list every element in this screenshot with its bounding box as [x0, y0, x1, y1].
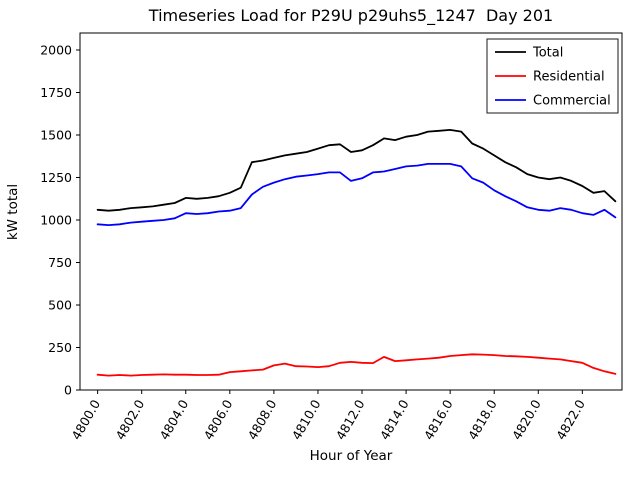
x-tick-label: 4802.0: [112, 397, 147, 442]
x-tick-label: 4816.0: [421, 397, 456, 442]
legend-label-residential: Residential: [533, 70, 605, 85]
x-tick-label: 4800.0: [68, 397, 103, 442]
legend-label-commercial: Commercial: [533, 94, 611, 109]
y-tick-label: 1750: [40, 85, 72, 100]
series-line-commercial: [96, 162, 617, 227]
chart-title: Timeseries Load for P29U p29uhs5_1247 Da…: [148, 6, 553, 26]
y-tick-label: 2000: [40, 43, 72, 58]
x-axis-label: Hour of Year: [310, 448, 393, 464]
x-tick-label: 4822.0: [553, 397, 588, 442]
y-tick-label: 500: [48, 298, 72, 313]
x-tick-label: 4814.0: [377, 397, 412, 442]
y-tick-label: 250: [48, 340, 72, 355]
x-tick-label: 4818.0: [465, 397, 500, 442]
x-tick-label: 4808.0: [245, 397, 280, 442]
legend: Total Residential Commercial: [486, 38, 619, 114]
x-tick-label: 4804.0: [156, 397, 191, 442]
x-tick-label: 4810.0: [289, 397, 324, 442]
x-tick-label: 4806.0: [201, 397, 236, 442]
legend-label-total: Total: [532, 46, 563, 61]
y-axis-label: kW total: [5, 184, 21, 240]
x-tick-label: 4820.0: [509, 397, 544, 442]
series-line-total: [96, 128, 617, 212]
y-tick-label: 1500: [40, 128, 72, 143]
axes-spines: [79, 32, 623, 391]
y-tick-label: 1000: [40, 213, 72, 228]
y-tick-label: 0: [64, 383, 72, 398]
series-line-residential: [96, 353, 617, 377]
y-tick-label: 750: [48, 255, 72, 270]
x-tick-label: 4812.0: [333, 397, 368, 442]
y-tick-label: 1250: [40, 170, 72, 185]
